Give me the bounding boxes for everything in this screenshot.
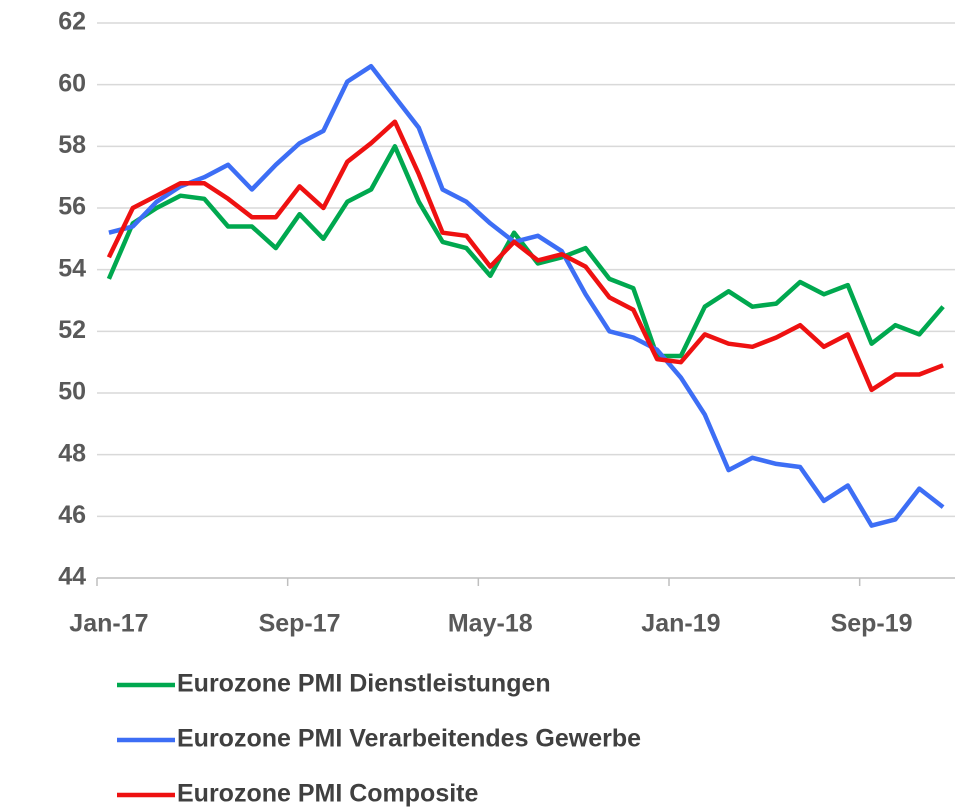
series-line xyxy=(108,63,945,528)
x-tick-label: Jan-19 xyxy=(641,610,720,638)
y-tick-label: 46 xyxy=(58,501,86,529)
x-tick-label: Jan-17 xyxy=(69,610,148,638)
y-tick-label: 54 xyxy=(58,254,86,282)
y-tick-label: 58 xyxy=(58,131,86,159)
y-tick-label: 52 xyxy=(58,316,86,344)
series-line xyxy=(106,119,944,393)
y-tick-label: 44 xyxy=(58,563,86,591)
y-tick-label: 62 xyxy=(58,8,86,36)
y-tick-label: 50 xyxy=(58,378,86,406)
legend: Eurozone PMI Dienstleistungen Eurozone PM… xyxy=(117,670,641,808)
y-tick-label: 60 xyxy=(58,69,86,97)
legend-label: Eurozone PMI Dienstleistungen xyxy=(177,670,551,698)
y-tick-label: 56 xyxy=(58,193,86,221)
x-tick-label: Sep-19 xyxy=(831,610,913,638)
y-tick-label: 48 xyxy=(58,439,86,467)
legend-label: Eurozone PMI Composite xyxy=(177,780,479,808)
x-tick-label: Sep-17 xyxy=(259,610,341,638)
series-line xyxy=(106,144,945,359)
legend-label: Eurozone PMI Verarbeitendes Gewerbe xyxy=(177,725,641,753)
x-tick-label: May-18 xyxy=(448,610,533,638)
